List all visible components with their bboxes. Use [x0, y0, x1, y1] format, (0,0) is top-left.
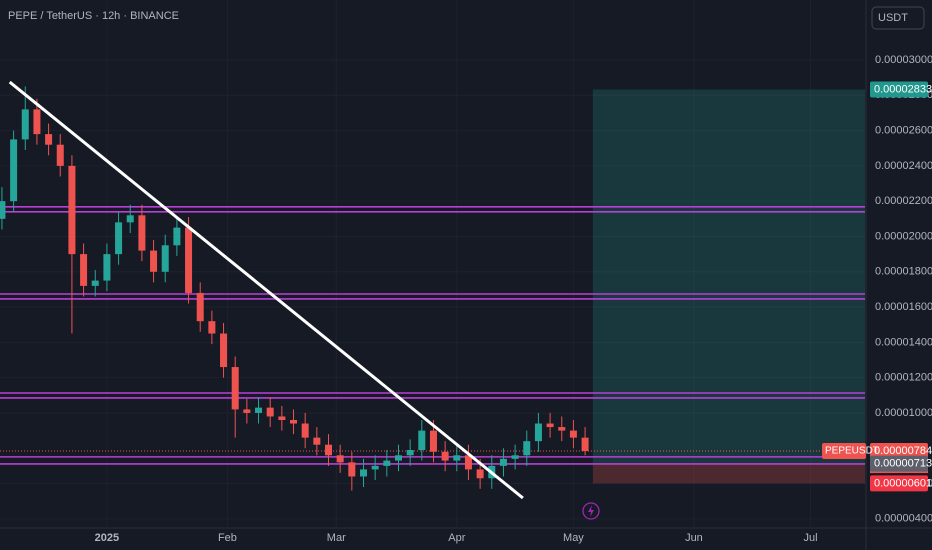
candle-body — [138, 215, 146, 251]
x-tick-label: Feb — [218, 532, 237, 544]
candle-body — [406, 450, 414, 456]
x-tick-label: Apr — [448, 532, 465, 544]
currency-label[interactable]: USDT — [878, 12, 908, 24]
candle-body — [196, 292, 204, 322]
candle-body — [394, 455, 402, 461]
chart-title: PEPE / TetherUS · 12h · BINANCE — [8, 10, 179, 22]
x-tick-label: Jun — [685, 532, 703, 544]
x-tick-label: Mar — [327, 532, 346, 544]
candle-body — [569, 430, 577, 438]
candle-body — [126, 215, 134, 223]
y-tick-label: 0.00001600 — [875, 301, 932, 313]
x-tick-label: 2025 — [95, 532, 119, 544]
candle-body — [56, 144, 64, 166]
candle-body — [91, 280, 99, 286]
x-tick-label: Jul — [804, 532, 818, 544]
candle-body — [313, 437, 321, 445]
y-tick-label: 0.00001400 — [875, 336, 932, 348]
candle-body — [0, 201, 6, 219]
candle-body — [581, 437, 589, 452]
candle-body — [499, 458, 507, 466]
y-tick-label: 0.00000400 — [875, 513, 932, 525]
plot — [0, 80, 865, 500]
candle-body — [429, 430, 437, 452]
candle-body — [255, 407, 263, 413]
candle-body — [243, 409, 251, 413]
candle-body — [523, 441, 531, 456]
candle-body — [464, 455, 472, 470]
price-label: 0.00000601 — [874, 477, 932, 489]
candle-body — [476, 469, 484, 479]
candle-body — [185, 227, 193, 293]
currency-button[interactable] — [871, 6, 925, 30]
price-label: 0.00000784 — [874, 445, 932, 457]
candle-body — [301, 423, 309, 438]
candle-body — [115, 222, 123, 255]
y-tick-label: 0.00001800 — [875, 266, 932, 278]
candle-body — [383, 460, 391, 466]
event-icon[interactable] — [582, 502, 600, 520]
y-tick-label: 0.00001000 — [875, 407, 932, 419]
candle-body — [418, 430, 426, 450]
candle-body — [546, 423, 554, 428]
x-tick-label: May — [563, 532, 584, 544]
event-icon[interactable] — [588, 505, 594, 517]
candle-body — [231, 367, 239, 410]
candle-body — [348, 462, 356, 477]
candle-body — [290, 420, 298, 424]
candle-body — [150, 250, 158, 272]
price-label-bg — [870, 443, 928, 460]
y-tick-label: 0.00001200 — [875, 372, 932, 384]
candle-body — [511, 455, 519, 459]
axis: 0.000030000.000028000.000026000.00002400… — [95, 54, 932, 544]
candle-body — [558, 427, 566, 431]
y-tick-label: 0.00003000 — [875, 54, 932, 66]
candle-body — [45, 134, 53, 145]
symbol-bg — [822, 443, 866, 460]
trend-line — [8, 80, 524, 500]
candle-body — [68, 165, 76, 255]
y-tick-label: 0.00002000 — [875, 230, 932, 242]
y-tick-label: 0.00002600 — [875, 124, 932, 136]
price-label-bg — [870, 475, 928, 492]
candle-body — [220, 333, 228, 368]
candle-body — [371, 465, 379, 470]
candle-body — [173, 227, 181, 246]
candle-body — [21, 109, 29, 140]
price-label-bg — [870, 81, 928, 98]
candle-body — [336, 455, 344, 463]
price-label: 0.00002833 — [874, 83, 932, 95]
candle-body — [453, 455, 461, 461]
candle-body — [266, 407, 274, 417]
y-tick-label: 0.00002200 — [875, 195, 932, 207]
candle-body — [10, 139, 18, 202]
price-label-bg — [870, 455, 928, 472]
candle-body — [325, 444, 333, 456]
candle-body — [359, 469, 367, 477]
candle-body — [441, 451, 449, 461]
candle-body — [161, 245, 169, 272]
candle-body — [208, 321, 216, 334]
candle-body — [33, 109, 41, 135]
loss-zone — [592, 463, 865, 484]
candle-body — [534, 423, 542, 442]
candle-body — [278, 416, 286, 420]
candle-body — [103, 254, 111, 281]
candle-body — [80, 254, 88, 286]
y-tick-label: 0.00002400 — [875, 160, 932, 172]
profit-zone — [592, 89, 865, 464]
symbol-label: PEPEUSDT — [825, 446, 879, 457]
price-label: 0.00000713 — [874, 457, 932, 469]
